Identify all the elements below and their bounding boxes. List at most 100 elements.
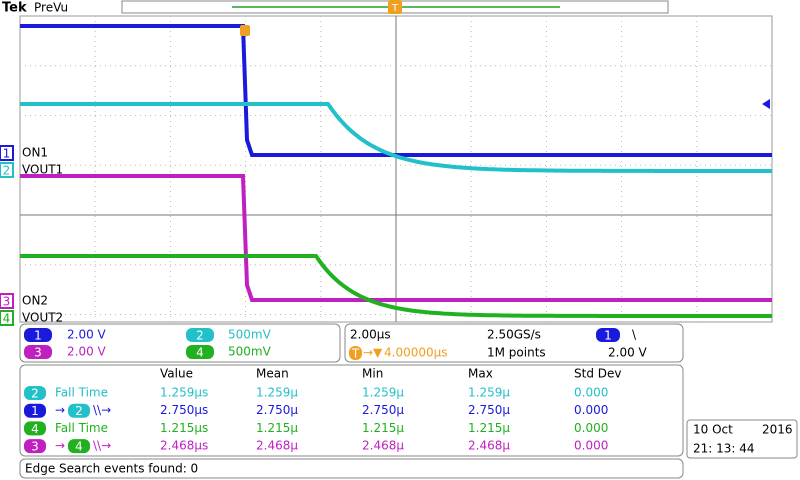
channel-marker: 1	[3, 147, 11, 161]
measurement-value: 0.000	[574, 386, 608, 400]
channel-panel	[19, 323, 341, 363]
time: 21: 13: 44	[693, 442, 755, 456]
edges: \\→	[93, 439, 111, 453]
measurement-value: 2.750µ	[362, 403, 404, 417]
column-header: Std Dev	[574, 367, 621, 381]
sample-rate: 2.50GS/s	[487, 328, 541, 342]
channel-scale: 500mV	[228, 328, 272, 342]
channel-scale: 2.00 V	[67, 345, 107, 359]
mode: PreVu	[34, 1, 68, 15]
measurement-panel	[19, 364, 684, 457]
status-text: Edge Search events found: 0	[25, 462, 198, 476]
channel-marker: 2	[3, 164, 11, 178]
measurement-value: 1.259µ	[362, 386, 404, 400]
trigger-source: 1	[604, 329, 612, 343]
target-badge: 4	[75, 440, 83, 454]
measurement-value: 2.468µ	[468, 439, 510, 453]
brand: Tek	[2, 1, 27, 16]
trigger-level-arrow	[762, 99, 770, 109]
channel-marker-box	[0, 310, 14, 326]
column-header: Min	[362, 367, 383, 381]
measurement-value: 1.215µs	[160, 421, 208, 435]
channel-scale: 2.00 V	[67, 328, 107, 342]
measurement-value: 0.000	[574, 403, 608, 417]
channel-scale: 500mV	[228, 345, 272, 359]
trigger-marker-label: T	[391, 3, 399, 14]
measurement-value: 1.215µ	[468, 421, 510, 435]
channel-badge: 1	[34, 329, 42, 343]
channel-badge: 3	[34, 346, 42, 360]
measurement-value: 0.000	[574, 421, 608, 435]
channel-label: VOUT2	[22, 311, 63, 325]
trigger-slope: \	[632, 328, 637, 342]
column-header: Value	[160, 367, 193, 381]
measurement-value: 0.000	[574, 439, 608, 453]
measurement-value: 1.259µs	[160, 386, 208, 400]
clock-panel	[686, 419, 798, 459]
waveform-ch2	[20, 102, 772, 173]
channel-label: ON2	[22, 294, 48, 308]
channel-badge: 2	[196, 329, 204, 343]
record-length: 1M points	[487, 346, 546, 360]
channel-marker: 4	[3, 312, 11, 326]
target-badge-box	[68, 439, 90, 454]
measurement-value: 2.750µ	[468, 403, 510, 417]
target-badge: 2	[75, 404, 83, 418]
measurement-value: 2.468µ	[362, 439, 404, 453]
trigger-position: 4.00000µs	[384, 346, 448, 360]
graticule	[19, 15, 773, 323]
arrow: →	[55, 439, 65, 453]
column-header: Max	[468, 367, 493, 381]
channel-badge-box	[24, 345, 52, 359]
measurement-value: 1.259µ	[256, 386, 298, 400]
trigger-level: 2.00 V	[608, 346, 648, 360]
measurement-value: 1.215µ	[256, 421, 298, 435]
channel-marker-box	[0, 162, 14, 178]
channel-badge: 4	[196, 346, 204, 360]
source-badge-box	[24, 386, 46, 400]
measurement-value: 2.750µ	[256, 403, 298, 417]
waveform-ch4	[20, 254, 772, 318]
source-badge: 2	[31, 387, 39, 401]
waveform-ch1	[20, 24, 772, 157]
source-badge-box	[24, 439, 46, 454]
trigger-arrow: →▼	[363, 346, 383, 360]
channel-badge-box	[186, 328, 214, 342]
measurement-value: 2.750µs	[160, 403, 208, 417]
channel-marker: 3	[3, 295, 11, 309]
source-badge: 4	[31, 422, 39, 436]
waveform-ch3	[20, 174, 772, 302]
column-header: Mean	[256, 367, 289, 381]
arrow: →	[55, 403, 65, 417]
trigger-marker	[388, 0, 402, 14]
source-badge-box	[24, 403, 46, 418]
measurement-name: Fall Time	[55, 421, 108, 435]
target-badge-box	[68, 403, 90, 418]
channel-badge-box	[186, 345, 214, 359]
waveforms	[20, 24, 772, 318]
measurement-value: 2.468µ	[256, 439, 298, 453]
channel-marker-box	[0, 145, 14, 161]
panels: Edge Search events found: 0 10 Oct 2016 …	[0, 145, 798, 479]
channel-label: VOUT1	[22, 163, 63, 177]
status-panel	[19, 458, 684, 479]
trigger-icon-box	[349, 346, 362, 360]
edges: \\→	[93, 403, 111, 417]
measurement-value: 2.468µs	[160, 439, 208, 453]
date: 10 Oct	[693, 423, 733, 437]
horizontal-scale: 2.00µs	[350, 328, 391, 342]
source-badge: 3	[31, 440, 39, 454]
source-badge-box	[24, 421, 46, 436]
trigger-point	[240, 25, 250, 36]
channel-marker-box	[0, 293, 14, 309]
trigger-source-box	[596, 328, 620, 342]
trigger-icon: T	[351, 347, 360, 361]
channel-badge-box	[24, 328, 52, 342]
measurement-value: 1.259µ	[468, 386, 510, 400]
measurement-value: 1.215µ	[362, 421, 404, 435]
measurement-name: Fall Time	[55, 386, 108, 400]
source-badge: 1	[31, 404, 39, 418]
year: 2016	[762, 423, 793, 437]
channel-label: ON1	[22, 146, 48, 160]
